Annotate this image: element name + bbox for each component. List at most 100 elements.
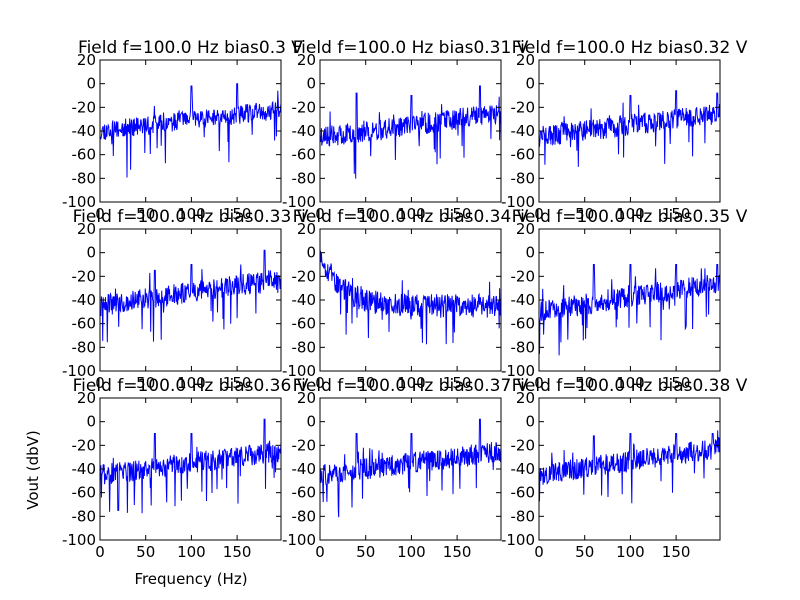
y-tick-label: -60 (292, 146, 317, 164)
subplot-3: -100 -80 -60 -40 -20 0 20 0 50 100 150 Field f=100.… (501, 38, 748, 223)
y-tick-label: -100 (282, 531, 316, 549)
series-line (320, 250, 501, 345)
x-tick-label: 0 (95, 374, 105, 392)
subplot-title: Field f=100.0 Hz bias0.38 V (512, 376, 748, 396)
y-tick-label: 20 (77, 389, 96, 407)
subplot-title: Field f=100.0 Hz bias0.3 V (78, 38, 303, 58)
x-tick-label: 0 (95, 205, 105, 223)
y-tick-label: 0 (525, 244, 535, 262)
y-tick-label: -80 (292, 507, 317, 525)
y-tick-label: 0 (525, 75, 535, 93)
x-tick-label: 0 (315, 374, 325, 392)
y-tick-label: -20 (292, 267, 317, 285)
y-tick-label: 0 (86, 75, 96, 93)
y-tick-label: -100 (501, 531, 535, 549)
y-tick-label: -40 (511, 291, 536, 309)
y-tick-label: -100 (62, 362, 96, 380)
x-tick-label: 50 (136, 374, 155, 392)
y-tick-label: -60 (72, 315, 97, 333)
x-tick-label: 150 (223, 374, 252, 392)
y-tick-label: 0 (525, 413, 535, 431)
y-tick-label: -60 (511, 484, 536, 502)
y-tick-label: -80 (511, 338, 536, 356)
y-tick-label: 20 (297, 389, 316, 407)
y-tick-label: 20 (77, 220, 96, 238)
x-tick-label: 0 (95, 543, 105, 561)
y-tick-label: -80 (511, 169, 536, 187)
x-tick-label: 50 (356, 205, 375, 223)
subplot-title: Field f=100.0 Hz bias0.34 V (293, 207, 529, 227)
y-tick-label: 20 (297, 51, 316, 69)
x-tick-label: 0 (534, 543, 544, 561)
y-tick-label: 20 (516, 51, 535, 69)
series-line (320, 418, 501, 518)
y-tick-label: -100 (282, 193, 316, 211)
x-tick-label: 100 (177, 543, 206, 561)
y-tick-label: -20 (292, 98, 317, 116)
y-tick-label: -100 (501, 362, 535, 380)
y-tick-label: -80 (72, 169, 97, 187)
y-tick-label: -40 (72, 291, 97, 309)
subplot-title: Field f=100.0 Hz bias0.37 V (293, 376, 529, 396)
y-tick-label: -100 (62, 193, 96, 211)
y-tick-label: -80 (72, 507, 97, 525)
x-tick-label: 100 (616, 374, 645, 392)
subplot-title: Field f=100.0 Hz bias0.31 V (293, 38, 529, 58)
x-tick-label: 50 (356, 543, 375, 561)
y-tick-label: -20 (72, 98, 97, 116)
subplot-2: -100 -80 -60 -40 -20 0 20 0 50 100 150 Field f=100.… (282, 38, 529, 223)
series-line (100, 83, 281, 178)
x-tick-label: 150 (223, 205, 252, 223)
y-tick-label: 20 (516, 389, 535, 407)
y-tick-label: 0 (306, 75, 316, 93)
y-tick-label: -80 (292, 338, 317, 356)
y-tick-label: -100 (282, 362, 316, 380)
y-tick-label: -40 (292, 460, 317, 478)
y-tick-label: -20 (292, 436, 317, 454)
series-line (539, 430, 720, 504)
y-tick-label: 0 (306, 244, 316, 262)
y-tick-label: -40 (511, 460, 536, 478)
x-tick-label: 50 (136, 543, 155, 561)
x-tick-label: 100 (397, 543, 426, 561)
x-axis-label: Frequency (Hz) (134, 570, 247, 588)
y-tick-label: -40 (511, 122, 536, 140)
y-tick-label: -80 (72, 338, 97, 356)
y-tick-label: -20 (511, 98, 536, 116)
subplot-1: -100 -80 -60 -40 -20 0 20 0 50 100 150 Field f=100.… (62, 38, 303, 223)
subplot-title: Field f=100.0 Hz bias0.33 V (73, 207, 309, 227)
y-tick-label: -40 (72, 122, 97, 140)
x-tick-label: 100 (177, 205, 206, 223)
y-tick-label: -20 (72, 267, 97, 285)
x-tick-label: 50 (136, 205, 155, 223)
series-line (539, 264, 720, 356)
y-tick-label: -60 (72, 484, 97, 502)
x-tick-label: 150 (443, 205, 472, 223)
x-tick-label: 50 (575, 543, 594, 561)
x-tick-label: 150 (443, 543, 472, 561)
x-tick-label: 150 (662, 543, 691, 561)
y-tick-label: 20 (297, 220, 316, 238)
y-tick-label: -20 (511, 436, 536, 454)
series-line (320, 85, 501, 179)
y-tick-label: 20 (516, 220, 535, 238)
subplot-title: Field f=100.0 Hz bias0.32 V (512, 38, 748, 58)
y-tick-label: -80 (292, 169, 317, 187)
x-tick-label: 0 (315, 205, 325, 223)
y-tick-label: -60 (511, 146, 536, 164)
x-tick-label: 100 (616, 205, 645, 223)
x-tick-label: 0 (534, 374, 544, 392)
y-tick-label: -60 (72, 146, 97, 164)
x-tick-label: 0 (534, 205, 544, 223)
x-tick-label: 100 (616, 543, 645, 561)
y-tick-label: -40 (292, 122, 317, 140)
y-tick-label: -100 (62, 531, 96, 549)
x-tick-label: 50 (575, 205, 594, 223)
y-tick-label: -20 (72, 436, 97, 454)
